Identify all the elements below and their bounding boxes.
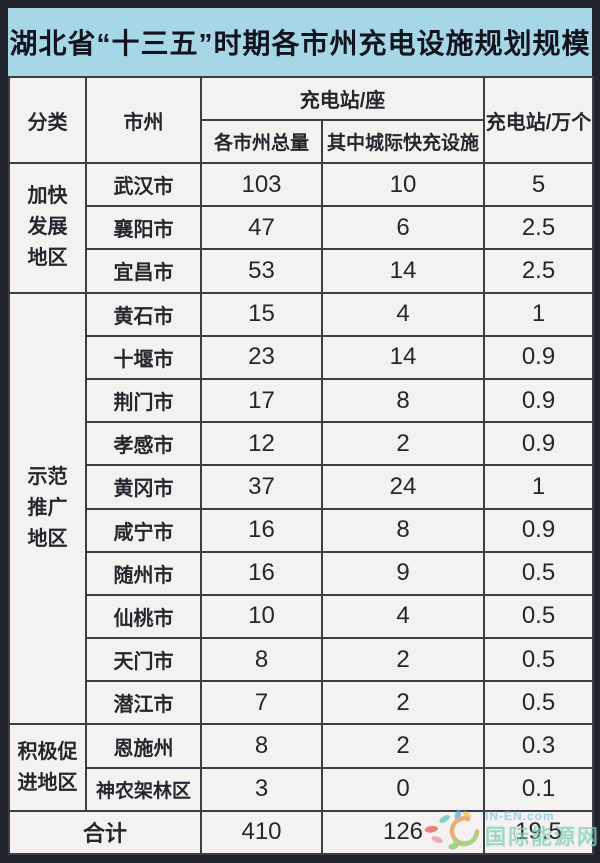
- value-intercity: 2: [321, 421, 485, 467]
- value-total: 8: [200, 637, 323, 683]
- value-intercity: 8: [321, 377, 485, 424]
- page-title: 湖北省“十三五”时期各市州充电设施规划规模: [8, 8, 592, 76]
- table-row: 仙桃市 10 4 0.5: [9, 593, 594, 640]
- value-total: 15: [200, 291, 323, 337]
- total-label-cell: 合计: [8, 809, 202, 856]
- value-total: 3: [200, 766, 323, 812]
- value-per-10k: 0.5: [483, 550, 594, 596]
- value-per-10k: 0.5: [483, 680, 594, 726]
- table-body: 加快 发展 地区 武汉市 103 10 5 襄阳市 47 6 2.5 宜昌市 5…: [8, 161, 594, 856]
- total-value-intercity: 126: [321, 809, 485, 856]
- value-intercity: 14: [321, 334, 485, 380]
- table-row: 咸宁市 16 8 0.9: [9, 507, 594, 553]
- value-intercity: 2: [321, 723, 485, 769]
- city-cell: 孝感市: [85, 421, 202, 467]
- value-intercity: 9: [321, 550, 485, 596]
- table-row: 荆门市 17 8 0.9: [9, 377, 594, 424]
- table-row: 加快 发展 地区 武汉市 103 10 5: [8, 161, 594, 294]
- value-per-10k: 0.1: [483, 766, 594, 812]
- city-cell: 潜江市: [85, 680, 202, 726]
- col-subheader-intercity-fast: 其中城际快充设施: [321, 119, 485, 164]
- value-intercity: 4: [321, 593, 485, 640]
- value-intercity: 2: [321, 680, 485, 726]
- group-cell-active-promotion: 积极促 进地区: [8, 723, 87, 812]
- city-cell: 咸宁市: [85, 507, 202, 553]
- value-per-10k: 0.5: [483, 593, 594, 640]
- table-row: 十堰市 23 14 0.9: [9, 334, 594, 380]
- group-cell-accelerated-development: 加快 发展 地区: [8, 162, 87, 294]
- value-intercity: 4: [321, 291, 485, 337]
- value-per-10k: 0.9: [483, 507, 594, 553]
- value-total: 8: [200, 723, 323, 769]
- city-cell: 荆门市: [85, 377, 202, 424]
- table-row: 神农架林区 3 0 0.1: [9, 766, 594, 812]
- value-per-10k: 1: [483, 464, 594, 510]
- city-cell: 恩施州: [85, 723, 202, 769]
- value-per-10k: 2.5: [483, 205, 594, 251]
- table-header: 分类 市州 充电站/座 充电站/万个 各市州总量 其中城际快充设施: [8, 76, 594, 164]
- city-cell: 天门市: [85, 637, 202, 683]
- value-per-10k: 0.5: [483, 637, 594, 683]
- col-subheader-city-total: 各市州总量: [200, 119, 323, 164]
- value-per-10k: 2.5: [483, 248, 594, 294]
- value-total: 37: [200, 464, 323, 510]
- header-row-2: 各市州总量 其中城际快充设施: [9, 119, 593, 164]
- city-cell: 仙桃市: [85, 593, 202, 640]
- city-cell: 十堰市: [85, 334, 202, 380]
- col-header-city: 市州: [85, 76, 202, 164]
- value-intercity: 8: [321, 507, 485, 553]
- header-row-1: 分类 市州 充电站/座 充电站/万个: [8, 76, 594, 164]
- value-total: 12: [200, 421, 323, 467]
- table-row: 随州市 16 9 0.5: [9, 550, 594, 596]
- city-cell: 武汉市: [85, 161, 202, 208]
- charging-stations-table: 分类 市州 充电站/座 充电站/万个 各市州总量 其中城际快充设施 加快 发展 …: [8, 76, 594, 856]
- value-per-10k: 0.9: [483, 334, 594, 380]
- value-intercity: 2: [321, 637, 485, 683]
- value-per-10k: 0.9: [483, 421, 594, 467]
- table-row: 天门市 8 2 0.5: [9, 637, 594, 683]
- value-intercity: 6: [321, 205, 485, 251]
- city-cell: 随州市: [85, 550, 202, 596]
- value-per-10k: 0.9: [483, 377, 594, 424]
- city-cell: 黄冈市: [85, 464, 202, 510]
- table-row: 黄冈市 37 24 1: [9, 464, 594, 510]
- col-header-category: 分类: [8, 76, 87, 164]
- total-value-per-10k: 19.5: [483, 809, 594, 856]
- value-total: 7: [200, 680, 323, 726]
- value-total: 17: [200, 377, 323, 424]
- value-intercity: 10: [321, 161, 485, 208]
- table-row: 示范 推广 地区 黄石市 15 4 1: [8, 291, 594, 726]
- total-value-total: 410: [200, 809, 323, 856]
- value-total: 23: [200, 334, 323, 380]
- value-total: 53: [200, 248, 323, 294]
- table-row: 孝感市 12 2 0.9: [9, 421, 594, 467]
- group-cell-demonstration-promotion: 示范 推广 地区: [8, 291, 87, 726]
- city-cell: 神农架林区: [85, 766, 202, 812]
- table-row: 宜昌市 53 14 2.5: [9, 248, 594, 294]
- value-total: 103: [200, 161, 323, 208]
- total-row: 合计 410 126 19.5: [8, 809, 594, 856]
- city-cell: 黄石市: [85, 291, 202, 337]
- value-intercity: 24: [321, 464, 485, 510]
- value-total: 47: [200, 205, 323, 251]
- value-total: 16: [200, 550, 323, 596]
- value-total: 16: [200, 507, 323, 553]
- value-intercity: 14: [321, 248, 485, 294]
- col-header-per-10k: 充电站/万个: [483, 76, 594, 164]
- table-row: 潜江市 7 2 0.5: [9, 680, 594, 726]
- value-per-10k: 0.3: [483, 723, 594, 769]
- value-per-10k: 5: [483, 161, 594, 208]
- city-cell: 宜昌市: [85, 248, 202, 294]
- city-cell: 襄阳市: [85, 205, 202, 251]
- value-per-10k: 1: [483, 291, 594, 337]
- table-row: 襄阳市 47 6 2.5: [9, 205, 594, 251]
- value-intercity: 0: [321, 766, 485, 812]
- value-total: 10: [200, 593, 323, 640]
- table-row: 积极促 进地区 恩施州 8 2 0.3: [8, 723, 594, 812]
- col-header-stations-group: 充电站/座: [200, 76, 485, 121]
